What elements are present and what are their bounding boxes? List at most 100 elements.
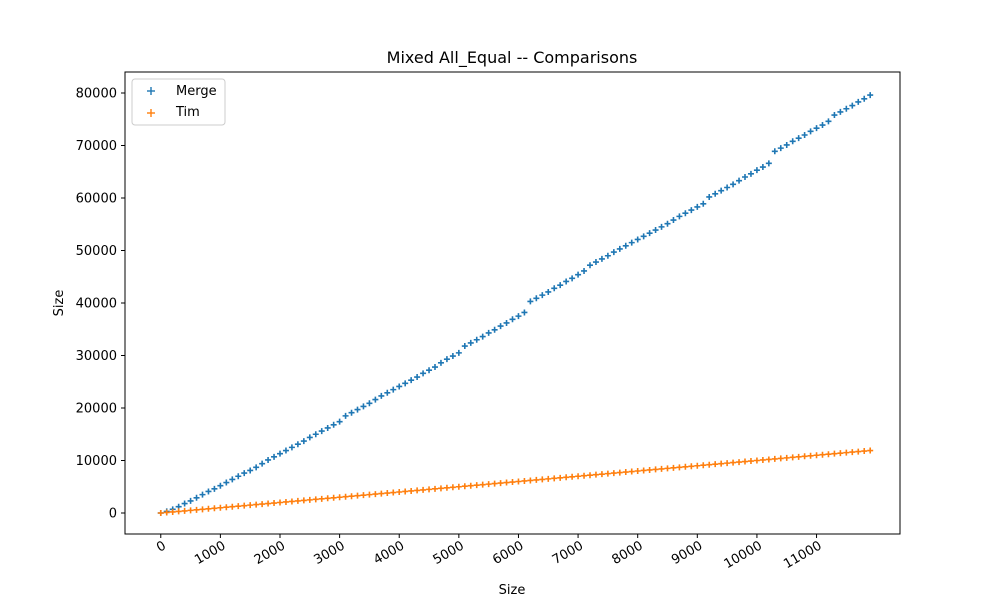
legend-label-tim: Tim: [175, 105, 200, 120]
data-point-merge: [312, 431, 319, 438]
data-point-merge: [467, 339, 474, 346]
data-point-tim: [366, 491, 373, 498]
data-point-merge: [294, 441, 301, 448]
y-tick-label: 30000: [76, 349, 117, 364]
data-point-merge: [563, 278, 570, 285]
data-point-merge: [592, 259, 599, 266]
data-point-merge: [426, 367, 433, 374]
data-point-tim: [831, 450, 838, 457]
data-point-merge: [253, 464, 260, 471]
data-point-tim: [807, 452, 814, 459]
data-point-merge: [461, 343, 468, 350]
data-point-merge: [753, 167, 760, 174]
data-point-tim: [604, 470, 611, 477]
x-tick-label: 7000: [550, 538, 586, 568]
data-point-tim: [348, 493, 355, 500]
data-point-tim: [241, 502, 248, 509]
data-point-merge: [628, 239, 635, 246]
chart-title: Mixed All_Equal -- Comparisons: [387, 48, 638, 68]
data-point-merge: [509, 316, 516, 323]
data-point-tim: [700, 462, 707, 469]
data-point-tim: [706, 461, 713, 468]
data-point-tim: [437, 485, 444, 492]
data-point-tim: [217, 504, 224, 511]
data-point-merge: [282, 447, 289, 454]
data-point-merge: [783, 141, 790, 148]
data-point-tim: [557, 474, 564, 481]
data-point-tim: [670, 464, 677, 471]
data-point-tim: [187, 507, 194, 514]
data-point-merge: [193, 494, 200, 501]
data-point-tim: [545, 475, 552, 482]
data-point-tim: [169, 508, 176, 515]
data-point-tim: [551, 475, 558, 482]
data-point-merge: [384, 389, 391, 396]
data-point-merge: [497, 323, 504, 330]
data-point-merge: [396, 383, 403, 390]
data-point-merge: [473, 336, 480, 343]
y-tick-label: 40000: [76, 297, 117, 312]
data-point-tim: [288, 498, 295, 505]
data-point-merge: [259, 460, 266, 467]
y-tick-label: 10000: [76, 454, 117, 469]
data-point-merge: [390, 386, 397, 393]
data-point-merge: [199, 491, 206, 498]
data-point-merge: [420, 370, 427, 377]
y-tick-label: 0: [109, 507, 117, 522]
x-axis-title: Size: [499, 583, 526, 598]
data-point-tim: [312, 496, 319, 503]
data-point-tim: [461, 483, 468, 490]
data-point-tim: [247, 502, 254, 509]
data-point-merge: [360, 403, 367, 410]
data-point-merge: [181, 500, 188, 507]
data-point-merge: [676, 213, 683, 220]
data-marks: [157, 92, 874, 516]
data-point-tim: [402, 488, 409, 495]
data-point-tim: [414, 487, 421, 494]
data-point-merge: [557, 282, 564, 289]
data-point-tim: [163, 509, 170, 516]
data-point-merge: [354, 406, 361, 413]
data-point-tim: [211, 505, 218, 512]
data-point-tim: [724, 460, 731, 467]
data-point-merge: [241, 470, 248, 477]
data-point-merge: [598, 255, 605, 262]
data-point-merge: [271, 453, 278, 460]
data-point-merge: [700, 200, 707, 207]
data-point-tim: [622, 469, 629, 476]
data-point-tim: [777, 455, 784, 462]
x-tick-label: 11000: [781, 538, 824, 572]
data-point-tim: [199, 506, 206, 513]
data-point-merge: [777, 145, 784, 152]
data-point-tim: [467, 482, 474, 489]
data-point-tim: [795, 453, 802, 460]
data-point-tim: [867, 447, 874, 454]
data-point-tim: [616, 469, 623, 476]
data-point-tim: [747, 458, 754, 465]
data-point-merge: [861, 95, 868, 102]
x-tick-label: 0: [154, 538, 169, 555]
data-point-tim: [825, 451, 832, 458]
data-point-tim: [509, 479, 516, 486]
data-point-merge: [551, 285, 558, 292]
data-point-merge: [831, 112, 838, 119]
x-tick-label: 2000: [252, 538, 288, 568]
data-point-tim: [384, 490, 391, 497]
x-tick-label: 3000: [311, 538, 347, 568]
data-point-tim: [533, 476, 540, 483]
data-point-merge: [610, 249, 617, 256]
data-point-merge: [742, 174, 748, 180]
y-tick-label: 80000: [76, 87, 117, 102]
data-point-tim: [360, 492, 367, 499]
data-point-merge: [342, 412, 349, 419]
data-point-merge: [300, 438, 307, 445]
data-point-merge: [646, 230, 653, 237]
data-point-merge: [587, 262, 593, 269]
plot-frame: [124, 71, 901, 535]
data-point-merge: [771, 148, 778, 155]
data-point-merge: [670, 217, 677, 224]
data-point-tim: [175, 508, 182, 515]
data-point-merge: [378, 392, 385, 399]
